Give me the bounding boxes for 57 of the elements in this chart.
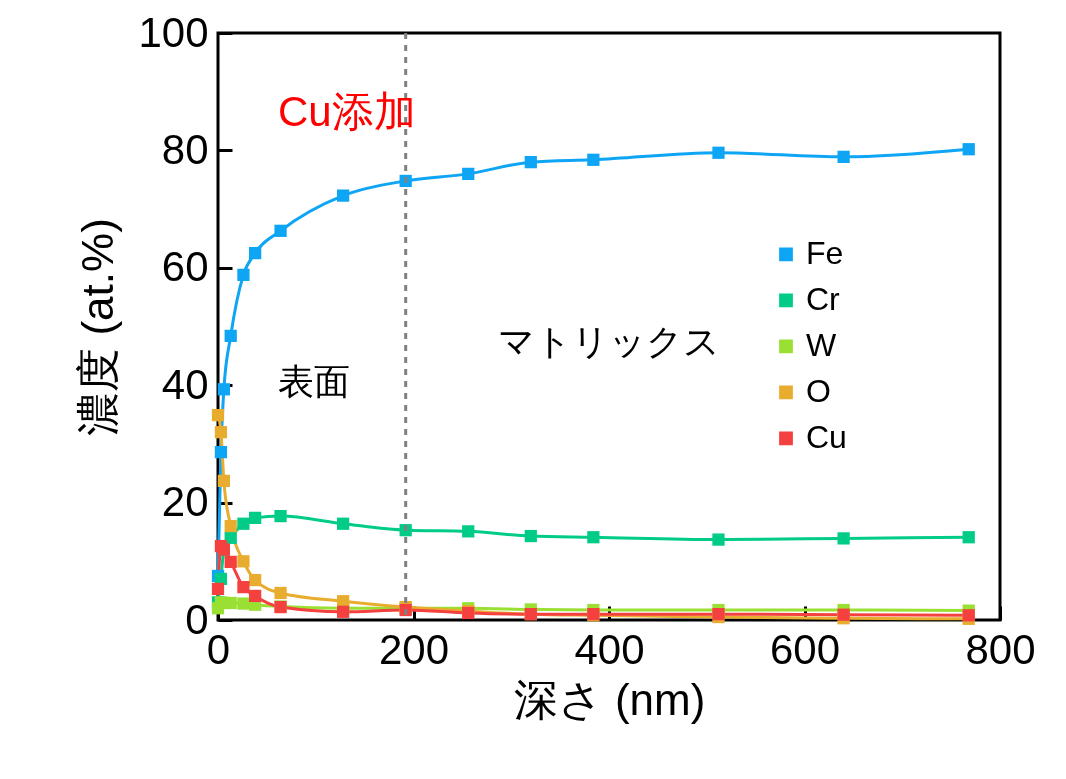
point (712, 533, 725, 546)
point (237, 581, 250, 594)
point (249, 511, 262, 524)
point (217, 383, 230, 396)
point (224, 519, 237, 533)
y-axis-title: 濃度 (at.%) (73, 218, 123, 436)
point (274, 509, 287, 523)
point (524, 156, 537, 169)
point (224, 596, 237, 610)
point (214, 445, 228, 459)
point (837, 532, 850, 545)
x-tick-label: 400 (574, 625, 645, 673)
point (237, 555, 250, 568)
point (587, 153, 600, 166)
point (524, 529, 537, 543)
point (962, 143, 975, 156)
point (837, 150, 850, 163)
point (224, 555, 237, 569)
point (237, 268, 250, 281)
point (587, 531, 600, 544)
point (837, 608, 850, 621)
y-tick-label: 40 (161, 360, 209, 408)
legend-label: W (806, 327, 837, 364)
point (712, 146, 725, 159)
point (249, 589, 262, 603)
point (249, 573, 262, 587)
point (224, 329, 237, 343)
point (211, 409, 225, 422)
point (211, 582, 225, 596)
point (462, 525, 475, 538)
legend-label: Cr (806, 281, 841, 318)
point (337, 189, 350, 202)
x-axis-title: 深さ (nm) (513, 674, 706, 724)
y-tick-label: 0 (185, 595, 209, 643)
point (274, 224, 287, 237)
point (337, 517, 350, 530)
x-tick-label: 200 (378, 625, 450, 673)
point (237, 517, 250, 530)
legend-label: Fe (806, 235, 844, 272)
annotation: マトリックス (498, 321, 720, 362)
point (462, 167, 475, 180)
legend-label: Cu (806, 419, 847, 456)
y-tick-label: 20 (161, 478, 209, 526)
point (274, 586, 287, 600)
x-tick-label: 600 (769, 625, 841, 673)
legend-label: O (806, 373, 831, 410)
y-tick-label: 60 (161, 243, 209, 291)
point (214, 426, 228, 439)
y-tick-label: 100 (138, 8, 209, 56)
x-tick-label: 800 (965, 625, 1036, 673)
annotation: 表面 (278, 361, 350, 402)
point (249, 247, 262, 260)
point (217, 474, 230, 487)
point (962, 531, 975, 544)
y-tick-label: 80 (161, 125, 209, 173)
text: Cu添加 (278, 88, 416, 135)
point (237, 597, 250, 610)
